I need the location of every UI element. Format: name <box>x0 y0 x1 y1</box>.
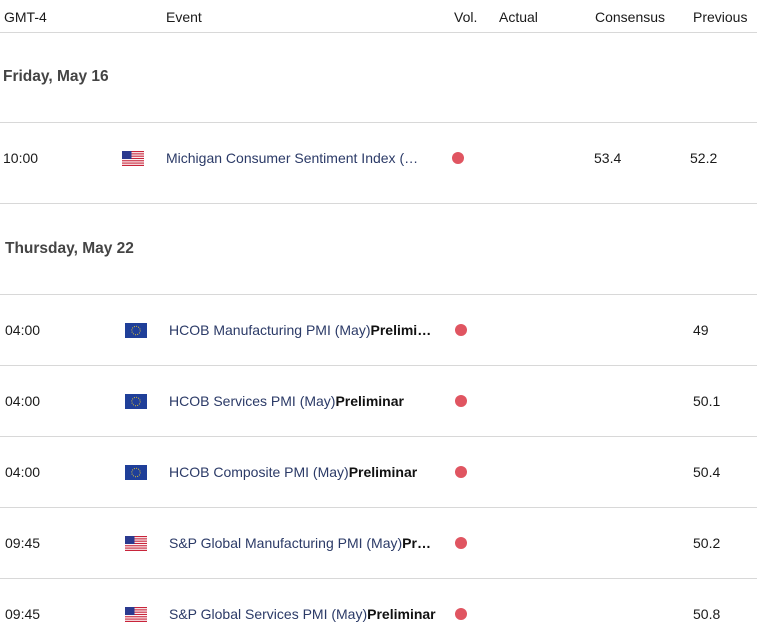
row-time: 09:45 <box>5 606 41 622</box>
col-time-header: GMT-4 <box>4 9 47 25</box>
eu-flag-icon <box>125 394 147 409</box>
us-flag-icon <box>125 607 147 622</box>
divider <box>0 294 757 295</box>
row-time: 04:00 <box>5 464 41 480</box>
event-name[interactable]: S&P Global Services PMI (May)Preliminar <box>169 606 436 622</box>
eu-flag-icon <box>125 465 147 480</box>
divider <box>0 507 757 508</box>
volatility-high-icon <box>455 537 467 549</box>
divider <box>0 578 757 579</box>
eu-flag-icon <box>125 323 147 338</box>
row-time: 10:00 <box>3 150 39 166</box>
row-time: 04:00 <box>5 393 41 409</box>
row-time: 04:00 <box>5 322 41 338</box>
previous-value: 50.8 <box>693 606 721 622</box>
event-name[interactable]: Michigan Consumer Sentiment Index (… <box>166 150 419 166</box>
table-header: GMT-4 Event Vol. Actual Consensus Previo… <box>0 0 757 33</box>
divider <box>0 203 757 204</box>
col-event-header: Event <box>166 9 202 25</box>
previous-value: 50.4 <box>693 464 721 480</box>
event-name[interactable]: S&P Global Manufacturing PMI (May)Pr… <box>169 535 431 551</box>
us-flag-icon <box>122 151 144 166</box>
volatility-high-icon <box>455 324 467 336</box>
event-name[interactable]: HCOB Services PMI (May)Preliminar <box>169 393 404 409</box>
row-time: 09:45 <box>5 535 41 551</box>
col-consensus-header: Consensus <box>595 9 666 25</box>
col-actual-header: Actual <box>499 9 538 25</box>
consensus-value: 53.4 <box>594 150 622 166</box>
divider <box>0 436 757 437</box>
volatility-high-icon <box>455 608 467 620</box>
divider <box>0 122 757 123</box>
volatility-high-icon <box>452 152 464 164</box>
us-flag-icon <box>125 536 147 551</box>
event-name[interactable]: HCOB Manufacturing PMI (May)Prelimi… <box>169 322 432 338</box>
col-previous-header: Previous <box>693 9 748 25</box>
event-name[interactable]: HCOB Composite PMI (May)Preliminar <box>169 464 418 480</box>
day-header: Friday, May 16 <box>3 68 109 85</box>
previous-value: 50.1 <box>693 393 721 409</box>
previous-value: 49 <box>693 322 709 338</box>
divider <box>0 365 757 366</box>
day-header: Thursday, May 22 <box>5 240 134 257</box>
previous-value: 50.2 <box>693 535 721 551</box>
col-vol-header: Vol. <box>454 9 478 25</box>
volatility-high-icon <box>455 466 467 478</box>
volatility-high-icon <box>455 395 467 407</box>
previous-value: 52.2 <box>690 150 718 166</box>
